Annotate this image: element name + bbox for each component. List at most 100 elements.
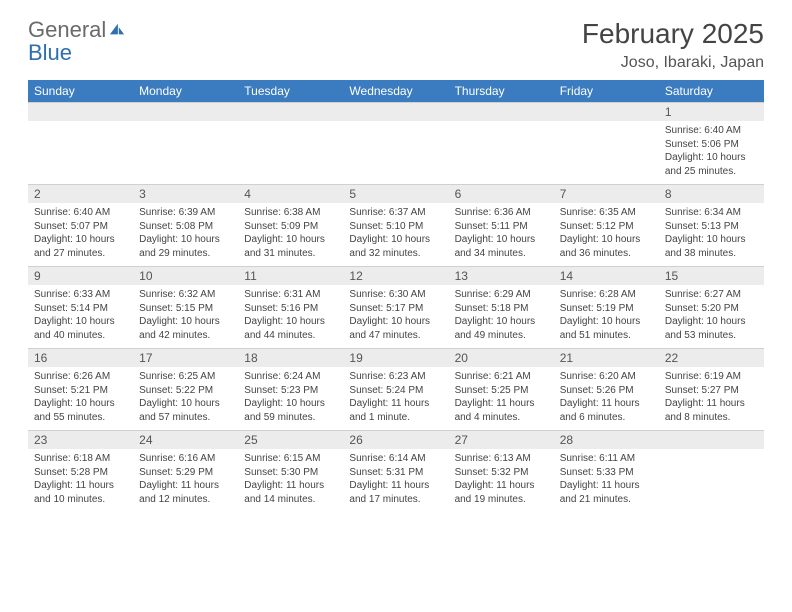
sunset-line: Sunset: 5:29 PM [139,466,232,480]
daynum-empty [554,103,659,122]
daylight-line: Daylight: 11 hours and 1 minute. [349,397,442,424]
day-27-cell: Sunrise: 6:13 AMSunset: 5:32 PMDaylight:… [449,449,554,512]
day-13-cell: Sunrise: 6:29 AMSunset: 5:18 PMDaylight:… [449,285,554,349]
day-23-cell: Sunrise: 6:18 AMSunset: 5:28 PMDaylight:… [28,449,133,512]
daylight-line: Daylight: 10 hours and 25 minutes. [665,151,758,178]
daylight-line: Daylight: 11 hours and 21 minutes. [560,479,653,506]
day-6-cell: Sunrise: 6:36 AMSunset: 5:11 PMDaylight:… [449,203,554,267]
daynum-empty [133,103,238,122]
sunset-line: Sunset: 5:23 PM [244,384,337,398]
sunrise-line: Sunrise: 6:20 AM [560,370,653,384]
sunrise-line: Sunrise: 6:31 AM [244,288,337,302]
calendar-body: 1Sunrise: 6:40 AMSunset: 5:06 PMDaylight… [28,103,764,513]
sunrise-line: Sunrise: 6:38 AM [244,206,337,220]
daynum-16: 16 [28,349,133,368]
sunrise-line: Sunrise: 6:11 AM [560,452,653,466]
sunset-line: Sunset: 5:14 PM [34,302,127,316]
sunset-line: Sunset: 5:21 PM [34,384,127,398]
daynum-10: 10 [133,267,238,286]
header: GeneralBlue February 2025 Joso, Ibaraki,… [28,18,764,72]
day-11-cell: Sunrise: 6:31 AMSunset: 5:16 PMDaylight:… [238,285,343,349]
sunrise-line: Sunrise: 6:14 AM [349,452,442,466]
sunrise-line: Sunrise: 6:36 AM [455,206,548,220]
daylight-line: Daylight: 10 hours and 29 minutes. [139,233,232,260]
sunset-line: Sunset: 5:26 PM [560,384,653,398]
daynum-28: 28 [554,431,659,450]
daynum-18: 18 [238,349,343,368]
day-17-cell: Sunrise: 6:25 AMSunset: 5:22 PMDaylight:… [133,367,238,431]
sunrise-line: Sunrise: 6:40 AM [34,206,127,220]
daynum-22: 22 [659,349,764,368]
sunrise-line: Sunrise: 6:34 AM [665,206,758,220]
daylight-line: Daylight: 10 hours and 59 minutes. [244,397,337,424]
sunrise-line: Sunrise: 6:24 AM [244,370,337,384]
sunrise-line: Sunrise: 6:39 AM [139,206,232,220]
daynum-19: 19 [343,349,448,368]
daylight-line: Daylight: 10 hours and 38 minutes. [665,233,758,260]
sunrise-line: Sunrise: 6:19 AM [665,370,758,384]
daynum-empty [28,103,133,122]
day-empty-cell [449,121,554,185]
day-22-cell: Sunrise: 6:19 AMSunset: 5:27 PMDaylight:… [659,367,764,431]
sunset-line: Sunset: 5:09 PM [244,220,337,234]
sunrise-line: Sunrise: 6:30 AM [349,288,442,302]
sunrise-line: Sunrise: 6:27 AM [665,288,758,302]
week-3-content: Sunrise: 6:26 AMSunset: 5:21 PM Daylight:… [28,367,764,431]
logo-text-b: Blue [28,40,72,65]
sunset-line: Sunset: 5:13 PM [665,220,758,234]
daynum-15: 15 [659,267,764,286]
daynum-1: 1 [659,103,764,122]
weekday-sunday: Sunday [28,80,133,103]
daynum-6: 6 [449,185,554,204]
day-12-cell: Sunrise: 6:30 AMSunset: 5:17 PMDaylight:… [343,285,448,349]
daynum-empty [343,103,448,122]
daylight-line: Daylight: 10 hours and 47 minutes. [349,315,442,342]
sunset-line: Sunset: 5:12 PM [560,220,653,234]
sunrise-line: Sunrise: 6:37 AM [349,206,442,220]
day-4-cell: Sunrise: 6:38 AMSunset: 5:09 PMDaylight:… [238,203,343,267]
daylight-line: Daylight: 10 hours and 32 minutes. [349,233,442,260]
daynum-21: 21 [554,349,659,368]
sunset-line: Sunset: 5:27 PM [665,384,758,398]
day-19-cell: Sunrise: 6:23 AMSunset: 5:24 PMDaylight:… [343,367,448,431]
day-26-cell: Sunrise: 6:14 AMSunset: 5:31 PMDaylight:… [343,449,448,512]
sunrise-line: Sunrise: 6:25 AM [139,370,232,384]
daylight-line: Daylight: 11 hours and 19 minutes. [455,479,548,506]
day-15-cell: Sunrise: 6:27 AMSunset: 5:20 PMDaylight:… [659,285,764,349]
day-14-cell: Sunrise: 6:28 AMSunset: 5:19 PMDaylight:… [554,285,659,349]
week-1-content: Sunrise: 6:40 AMSunset: 5:07 PMDaylight:… [28,203,764,267]
daylight-line: Daylight: 10 hours and 57 minutes. [139,397,232,424]
daynum-20: 20 [449,349,554,368]
logo-sail-icon [107,21,127,37]
day-24-cell: Sunrise: 6:16 AMSunset: 5:29 PMDaylight:… [133,449,238,512]
daylight-line: Daylight: 11 hours and 10 minutes. [34,479,127,506]
daynum-3: 3 [133,185,238,204]
daynum-14: 14 [554,267,659,286]
day-25-cell: Sunrise: 6:15 AMSunset: 5:30 PMDaylight:… [238,449,343,512]
week-4-daynums: 232425262728 [28,431,764,450]
day-8-cell: Sunrise: 6:34 AMSunset: 5:13 PMDaylight:… [659,203,764,267]
sunset-line: Sunset: 5:28 PM [34,466,127,480]
week-2-content: Sunrise: 6:33 AMSunset: 5:14 PMDaylight:… [28,285,764,349]
weekday-friday: Friday [554,80,659,103]
sunset-line: Sunset: 5:32 PM [455,466,548,480]
day-21-cell: Sunrise: 6:20 AMSunset: 5:26 PMDaylight:… [554,367,659,431]
sunrise-line: Sunrise: 6:26 AM [34,370,127,384]
sunrise-line: Sunrise: 6:28 AM [560,288,653,302]
sunrise-line: Sunrise: 6:32 AM [139,288,232,302]
week-3-daynums: 16171819202122 [28,349,764,368]
sunset-line: Sunset: 5:33 PM [560,466,653,480]
sunset-line: Sunset: 5:24 PM [349,384,442,398]
sunset-line: Sunset: 5:11 PM [455,220,548,234]
weekday-tuesday: Tuesday [238,80,343,103]
daylight-line: Daylight: 10 hours and 34 minutes. [455,233,548,260]
week-0-content: Sunrise: 6:40 AMSunset: 5:06 PMDaylight:… [28,121,764,185]
daynum-12: 12 [343,267,448,286]
daynum-23: 23 [28,431,133,450]
daynum-26: 26 [343,431,448,450]
daylight-line: Daylight: 11 hours and 12 minutes. [139,479,232,506]
day-empty-cell [343,121,448,185]
day-1-cell: Sunrise: 6:40 AMSunset: 5:06 PMDaylight:… [659,121,764,185]
day-5-cell: Sunrise: 6:37 AMSunset: 5:10 PMDaylight:… [343,203,448,267]
month-title: February 2025 [582,18,764,50]
